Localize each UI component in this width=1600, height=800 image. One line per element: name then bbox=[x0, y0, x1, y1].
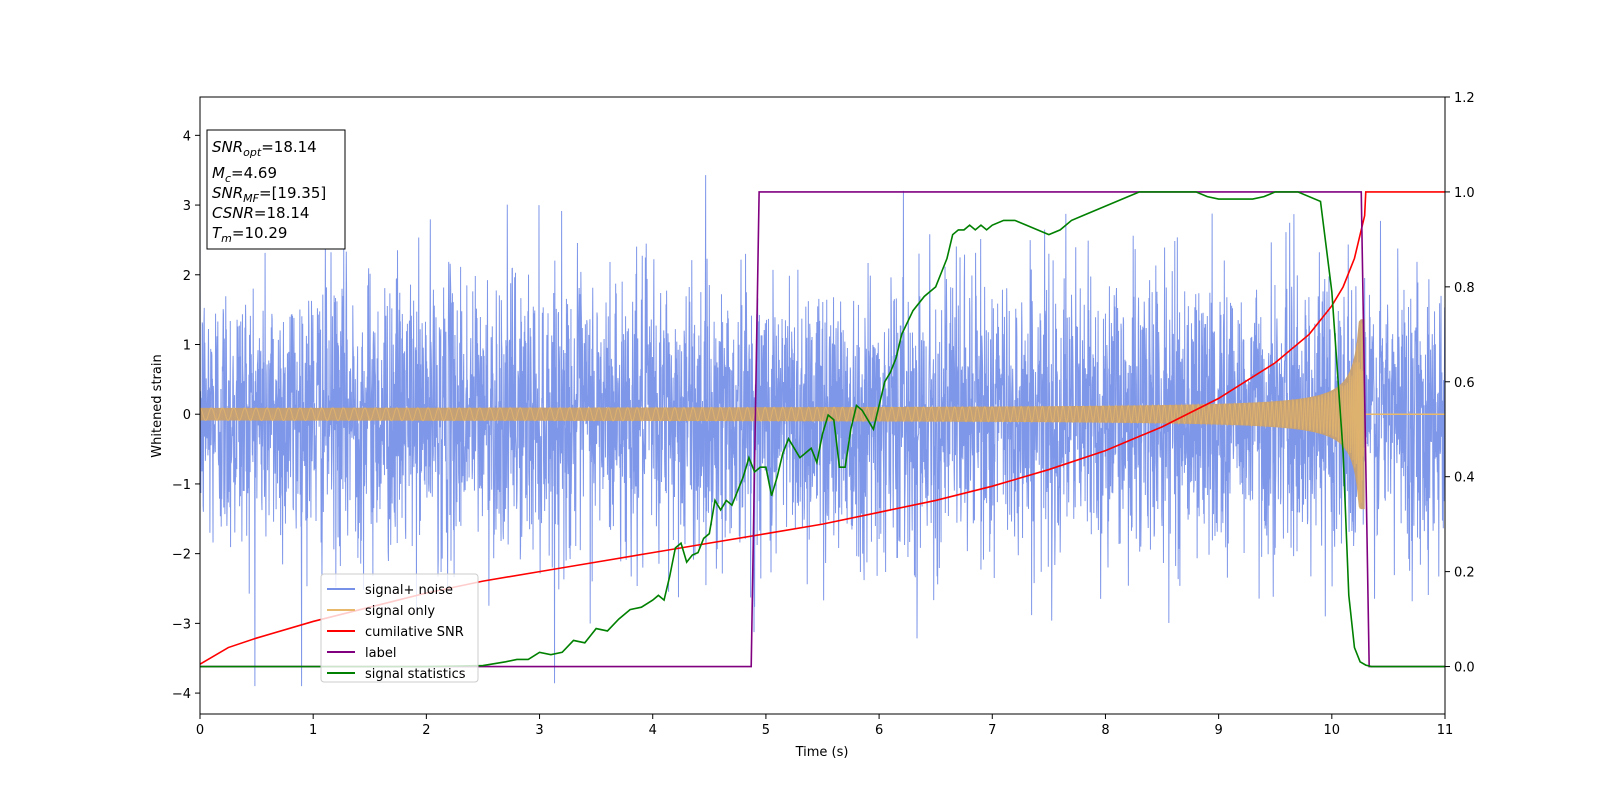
info-box-line: SNRopt=18.14 bbox=[212, 138, 317, 159]
legend-frame bbox=[320, 573, 479, 683]
x-tick-label: 8 bbox=[1101, 723, 1109, 738]
y2-tick-label: 1.0 bbox=[1454, 186, 1475, 201]
series-signal-statistics-line bbox=[200, 191, 1445, 668]
x-tick-label: 1 bbox=[309, 723, 317, 738]
x-tick-label: 6 bbox=[875, 723, 883, 738]
legend-label-cumilative-snr: cumilative SNR bbox=[365, 625, 464, 640]
x-tick-label: 4 bbox=[649, 723, 657, 738]
y2-tick-label: 1.2 bbox=[1454, 91, 1475, 106]
x-axis-label: Time (s) bbox=[795, 745, 849, 760]
info-box: SNRopt=18.14 Mc=4.69SNRMF=[19.35]CSNR=18.… bbox=[206, 129, 346, 250]
y2-tick-label: 0.6 bbox=[1454, 376, 1475, 391]
y-tick-label: 4 bbox=[183, 129, 191, 144]
x-tick-label: 11 bbox=[1437, 723, 1454, 738]
x-tick-label: 3 bbox=[535, 723, 543, 738]
series-signal-only-envelope bbox=[200, 319, 1365, 510]
info-box-line: Tm=10.29 bbox=[212, 224, 287, 245]
x-tick-label: 2 bbox=[422, 723, 430, 738]
y-tick-label: 2 bbox=[183, 269, 191, 284]
legend-label-label: label bbox=[365, 646, 396, 661]
plot-frame bbox=[199, 96, 1446, 715]
y-tick-label: −1 bbox=[172, 478, 191, 493]
y-tick-label: −3 bbox=[172, 617, 191, 632]
ticks-layer: 0 1 2 3 4 5 6 7 8 9 10 11 −4 −3 −2 −1 0 1 2 3 4 0.0 0.2 0.4 0.6 0… bbox=[172, 91, 1475, 738]
y2-tick-label: 0.8 bbox=[1454, 281, 1475, 296]
series-signal-only-line bbox=[200, 323, 1365, 509]
x-tick-label: 5 bbox=[762, 723, 770, 738]
x-tick-label: 7 bbox=[988, 723, 996, 738]
info-box-line: Mc=4.69 bbox=[212, 164, 277, 185]
y-tick-label: −4 bbox=[172, 687, 191, 702]
y-axis-label: Whitened strain bbox=[150, 354, 165, 457]
y-tick-label: 3 bbox=[183, 199, 191, 214]
y-tick-label: 1 bbox=[183, 338, 191, 353]
x-tick-label: 0 bbox=[196, 723, 204, 738]
y2-tick-label: 0.0 bbox=[1454, 661, 1475, 676]
legend: signal+ noise signal only cumilative SNR la… bbox=[320, 573, 479, 683]
info-box-frame bbox=[206, 129, 346, 250]
y-tick-label: −2 bbox=[172, 548, 191, 563]
info-box-line: SNRMF=[19.35] bbox=[212, 184, 326, 205]
y-tick-label: 0 bbox=[183, 408, 191, 423]
legend-label-signal-noise: signal+ noise bbox=[365, 583, 453, 598]
y2-tick-label: 0.4 bbox=[1454, 471, 1475, 486]
y2-tick-label: 0.2 bbox=[1454, 566, 1475, 581]
info-box-line: CSNR=18.14 bbox=[212, 204, 309, 222]
legend-label-signal-statistics: signal statistics bbox=[365, 667, 466, 682]
legend-label-signal-only: signal only bbox=[365, 604, 435, 619]
x-tick-label: 10 bbox=[1324, 723, 1341, 738]
x-tick-label: 9 bbox=[1214, 723, 1222, 738]
